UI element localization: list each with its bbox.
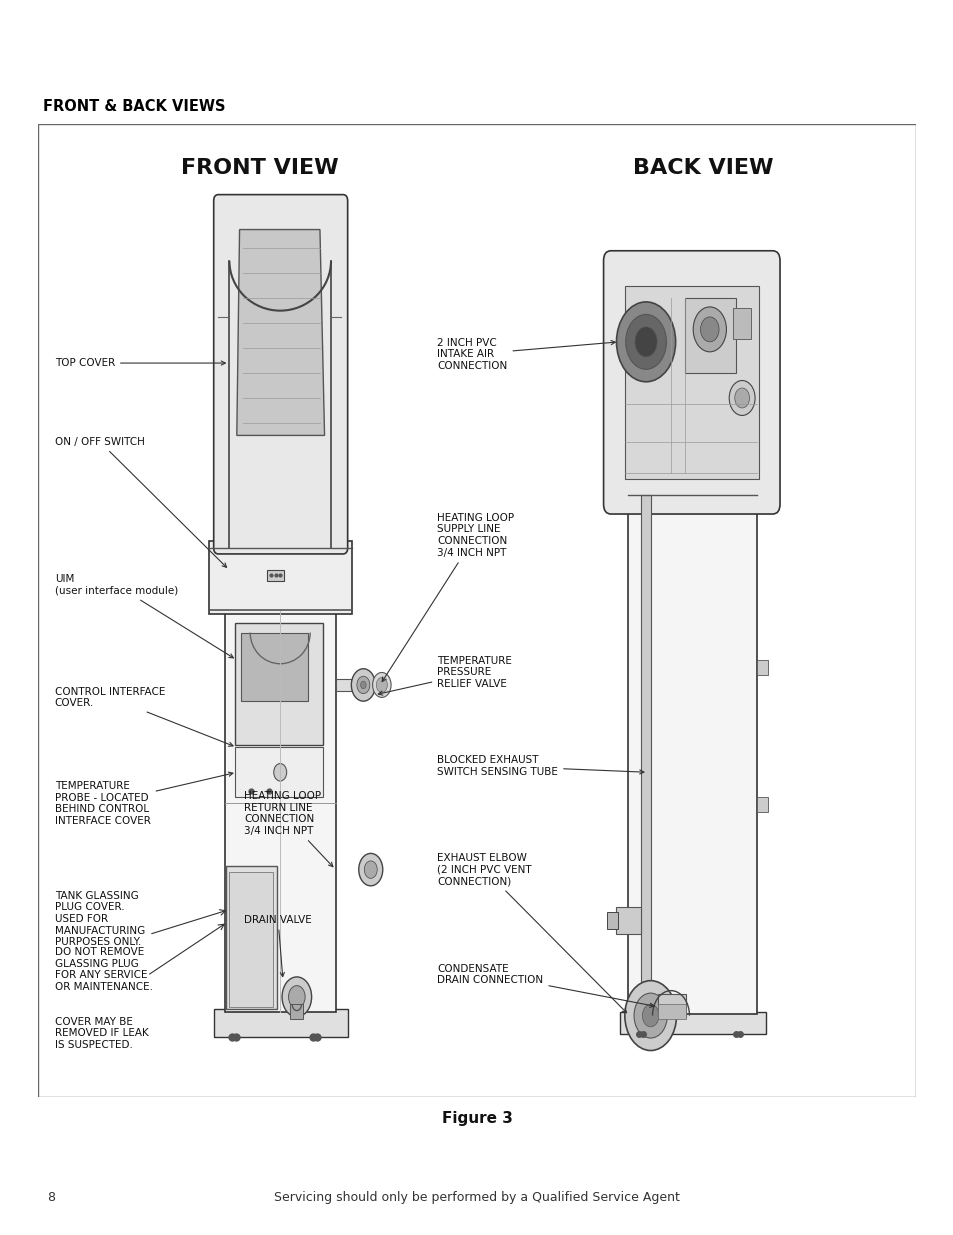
FancyBboxPatch shape	[603, 251, 780, 514]
Text: 2 INCH PVC
INTAKE AIR
CONNECTION: 2 INCH PVC INTAKE AIR CONNECTION	[436, 337, 615, 370]
Text: TANK GLASSING
PLUG COVER.
USED FOR
MANUFACTURING
PURPOSES ONLY.: TANK GLASSING PLUG COVER. USED FOR MANUF…	[54, 890, 145, 947]
Bar	[234, 747, 322, 798]
Bar	[624, 285, 758, 479]
Circle shape	[356, 677, 370, 694]
Bar	[619, 1011, 765, 1034]
Circle shape	[282, 977, 312, 1016]
Text: FRONT & BACK VIEWS: FRONT & BACK VIEWS	[43, 99, 225, 114]
Bar	[209, 541, 352, 614]
Text: ON / OFF SWITCH: ON / OFF SWITCH	[54, 437, 226, 567]
Circle shape	[641, 1004, 659, 1026]
Bar	[267, 571, 284, 582]
Circle shape	[373, 673, 391, 698]
Circle shape	[375, 678, 387, 693]
Text: 8: 8	[47, 1192, 55, 1204]
Bar	[658, 1004, 685, 1019]
Circle shape	[625, 315, 666, 369]
Polygon shape	[236, 230, 324, 436]
Circle shape	[635, 327, 657, 357]
Text: CONTROL INTERFACE
COVER.: CONTROL INTERFACE COVER.	[54, 687, 233, 746]
Text: TEMPERATURE
PROBE - LOCATED
BEHIND CONTROL
INTERFACE COVER: TEMPERATURE PROBE - LOCATED BEHIND CONTR…	[54, 772, 233, 826]
Text: Figure 3: Figure 3	[441, 1112, 512, 1126]
Text: BLOCKED EXHAUST
SWITCH SENSING TUBE: BLOCKED EXHAUST SWITCH SENSING TUBE	[436, 756, 643, 777]
Circle shape	[351, 668, 375, 701]
Bar	[627, 495, 756, 1014]
Circle shape	[358, 853, 382, 885]
Bar	[615, 906, 640, 935]
Bar	[241, 632, 308, 701]
Circle shape	[734, 388, 749, 408]
Bar	[226, 866, 276, 1009]
Bar	[732, 309, 751, 340]
Text: HEATING LOOP
SUPPLY LINE
CONNECTION
3/4 INCH NPT: HEATING LOOP SUPPLY LINE CONNECTION 3/4 …	[382, 513, 514, 682]
Text: BACK VIEW: BACK VIEW	[633, 158, 773, 178]
Bar	[756, 798, 767, 813]
Circle shape	[360, 682, 366, 689]
Circle shape	[634, 993, 666, 1039]
Text: DRAIN VALVE: DRAIN VALVE	[244, 914, 312, 977]
Bar	[229, 872, 273, 1007]
Circle shape	[624, 981, 676, 1051]
Circle shape	[700, 317, 719, 342]
FancyBboxPatch shape	[213, 195, 347, 555]
Circle shape	[274, 763, 287, 781]
Text: FRONT VIEW: FRONT VIEW	[181, 158, 338, 178]
Bar	[658, 994, 685, 1016]
Text: TOP COVER: TOP COVER	[54, 358, 225, 368]
Text: Servicing should only be performed by a Qualified Service Agent: Servicing should only be performed by a …	[274, 1192, 679, 1204]
Bar	[607, 911, 618, 930]
Circle shape	[288, 986, 305, 1008]
Circle shape	[616, 301, 675, 382]
Bar	[234, 622, 322, 745]
Circle shape	[728, 380, 754, 415]
Text: DO NOT REMOVE
GLASSING PLUG
FOR ANY SERVICE
OR MAINTENANCE.: DO NOT REMOVE GLASSING PLUG FOR ANY SERV…	[54, 947, 152, 992]
Circle shape	[693, 308, 725, 352]
Bar	[290, 1004, 303, 1019]
Bar	[225, 610, 335, 1011]
Text: EXHAUST ELBOW
(2 INCH PVC VENT
CONNECTION): EXHAUST ELBOW (2 INCH PVC VENT CONNECTIO…	[436, 853, 626, 1013]
Bar	[756, 659, 767, 676]
Text: TEMPERATURE
PRESSURE
RELIEF VALVE: TEMPERATURE PRESSURE RELIEF VALVE	[378, 656, 512, 695]
Text: FEATURES AND COMPONENTS: FEATURES AND COMPONENTS	[314, 61, 639, 80]
Text: UIM
(user interface module): UIM (user interface module)	[54, 574, 233, 658]
Bar	[640, 495, 650, 1019]
Bar	[684, 298, 735, 373]
Bar	[213, 1009, 347, 1037]
Text: CONDENSATE
DRAIN CONNECTION: CONDENSATE DRAIN CONNECTION	[436, 963, 654, 1008]
Bar	[335, 679, 355, 692]
Text: HEATING LOOP
RETURN LINE
CONNECTION
3/4 INCH NPT: HEATING LOOP RETURN LINE CONNECTION 3/4 …	[244, 792, 333, 867]
Text: COVER MAY BE
REMOVED IF LEAK
IS SUSPECTED.: COVER MAY BE REMOVED IF LEAK IS SUSPECTE…	[54, 1016, 149, 1050]
Circle shape	[364, 861, 376, 878]
